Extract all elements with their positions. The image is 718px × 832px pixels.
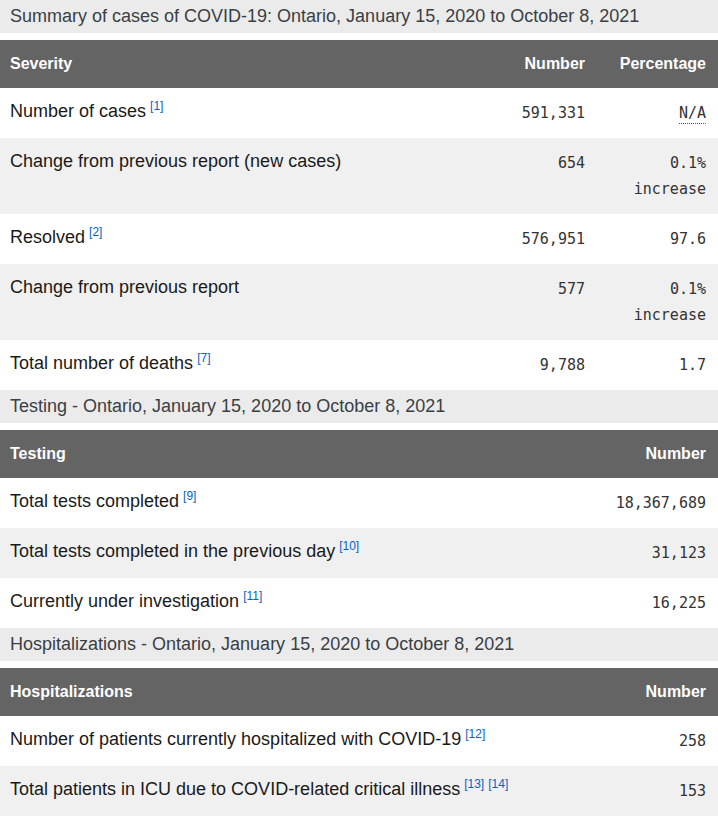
percentage-value: 1.7 (679, 356, 706, 374)
hospitalizations-table: Hospitalizations Number Number of patien… (0, 668, 718, 832)
percentage-cell: 97.6 (597, 214, 718, 264)
row-label: Resolved (10, 227, 85, 247)
footnote-link[interactable]: [7] (197, 351, 210, 365)
row-label-cell: Change from previous report (0, 264, 477, 340)
row-label: Change from previous report (new cases) (10, 151, 341, 171)
row-label-cell: Total patients in ICU on a ventilator du… (0, 816, 588, 832)
footnote-sup: [14] (488, 774, 508, 791)
row-label: Total number of deaths (10, 353, 193, 373)
footnote-link[interactable]: [12] (465, 727, 485, 741)
footnote-sup: [10] (339, 536, 359, 553)
percentage-value: 0.1% (670, 280, 706, 298)
number-value: 258 (588, 716, 718, 766)
percentage-cell: N/A (597, 88, 718, 138)
footnote-link[interactable]: [2] (89, 225, 102, 239)
row-label: Total tests completed (10, 491, 179, 511)
row-label: Currently under investigation (10, 591, 239, 611)
col-header-hospitalizations: Hospitalizations (0, 668, 588, 716)
row-label-cell: Currently under investigation [11] (0, 578, 588, 628)
row-label-cell: Change from previous report (new cases) (0, 138, 477, 214)
number-value: 94 (588, 816, 718, 832)
footnote-link[interactable]: [11] (243, 589, 262, 603)
percentage-note: increase (607, 302, 706, 328)
row-label-cell: Total tests completed in the previous da… (0, 528, 588, 578)
summary-table: Severity Number Percentage Number of cas… (0, 40, 718, 390)
footnote-sup: [9] (183, 486, 196, 503)
table-row-under-investigation: Currently under investigation [11] 16,225 (0, 578, 718, 628)
row-label: Number of patients currently hospitalize… (10, 729, 461, 749)
table-row-change-previous-report: Change from previous report 577 0.1% incr… (0, 264, 718, 340)
footnote-sup: [13] (464, 774, 484, 791)
number-value: 16,225 (588, 578, 718, 628)
testing-caption: Testing - Ontario, January 15, 2020 to O… (0, 390, 718, 423)
table-row-currently-hospitalized: Number of patients currently hospitalize… (0, 716, 718, 766)
percentage-cell: 0.1% increase (597, 264, 718, 340)
summary-header-row: Severity Number Percentage (0, 40, 718, 88)
number-value: 576,951 (477, 214, 597, 264)
testing-table: Testing Number Total tests completed [9] … (0, 430, 718, 628)
col-header-number: Number (477, 40, 597, 88)
row-label-cell: Total tests completed [9] (0, 478, 588, 528)
footnote-link[interactable]: [10] (339, 539, 359, 553)
footnote-sup: [11] (243, 586, 262, 603)
footnote-sup: [7] (197, 348, 210, 365)
col-header-number: Number (588, 668, 718, 716)
testing-header-row: Testing Number (0, 430, 718, 478)
number-value: 577 (477, 264, 597, 340)
row-label: Total tests completed in the previous da… (10, 541, 335, 561)
table-row-change-new-cases: Change from previous report (new cases) … (0, 138, 718, 214)
table-row-number-of-cases: Number of cases [1] 591,331 N/A (0, 88, 718, 138)
number-value: 9,788 (477, 340, 597, 390)
number-value: 18,367,689 (588, 478, 718, 528)
col-header-severity: Severity (0, 40, 477, 88)
number-value: 654 (477, 138, 597, 214)
percentage-value: 0.1% (670, 154, 706, 172)
number-value: 591,331 (477, 88, 597, 138)
percentage-cell: 0.1% increase (597, 138, 718, 214)
row-label: Change from previous report (10, 277, 239, 297)
hospitalizations-caption: Hospitalizations - Ontario, January 15, … (0, 628, 718, 661)
table-row-icu-patients: Total patients in ICU due to COVID-relat… (0, 766, 718, 816)
footnote-link[interactable]: [14] (488, 777, 508, 791)
row-label-cell: Total number of deaths [7] (0, 340, 477, 390)
summary-caption: Summary of cases of COVID-19: Ontario, J… (0, 0, 718, 33)
footnote-sup: [1] (150, 96, 163, 113)
percentage-cell: 1.7 (597, 340, 718, 390)
table-row-icu-ventilator: Total patients in ICU on a ventilator du… (0, 816, 718, 832)
table-row-resolved: Resolved [2] 576,951 97.6 (0, 214, 718, 264)
table-row-tests-previous-day: Total tests completed in the previous da… (0, 528, 718, 578)
table-row-total-deaths: Total number of deaths [7] 9,788 1.7 (0, 340, 718, 390)
row-label-cell: Total patients in ICU due to COVID-relat… (0, 766, 588, 816)
footnote-link[interactable]: [1] (150, 99, 163, 113)
hospitalizations-header-row: Hospitalizations Number (0, 668, 718, 716)
percentage-value: 97.6 (670, 230, 706, 248)
col-header-number: Number (588, 430, 718, 478)
na-abbreviation[interactable]: N/A (679, 104, 706, 124)
row-label: Total patients in ICU due to COVID-relat… (10, 779, 460, 799)
col-header-testing: Testing (0, 430, 588, 478)
col-header-percentage: Percentage (597, 40, 718, 88)
number-value: 31,123 (588, 528, 718, 578)
table-row-total-tests: Total tests completed [9] 18,367,689 (0, 478, 718, 528)
row-label-cell: Resolved [2] (0, 214, 477, 264)
row-label-cell: Number of patients currently hospitalize… (0, 716, 588, 766)
footnote-sup: [12] (465, 724, 485, 741)
row-label-cell: Number of cases [1] (0, 88, 477, 138)
footnote-link[interactable]: [9] (183, 489, 196, 503)
footnote-sup: [2] (89, 222, 102, 239)
percentage-note: increase (607, 176, 706, 202)
number-value: 153 (588, 766, 718, 816)
row-label: Number of cases (10, 101, 146, 121)
footnote-link[interactable]: [13] (464, 777, 484, 791)
